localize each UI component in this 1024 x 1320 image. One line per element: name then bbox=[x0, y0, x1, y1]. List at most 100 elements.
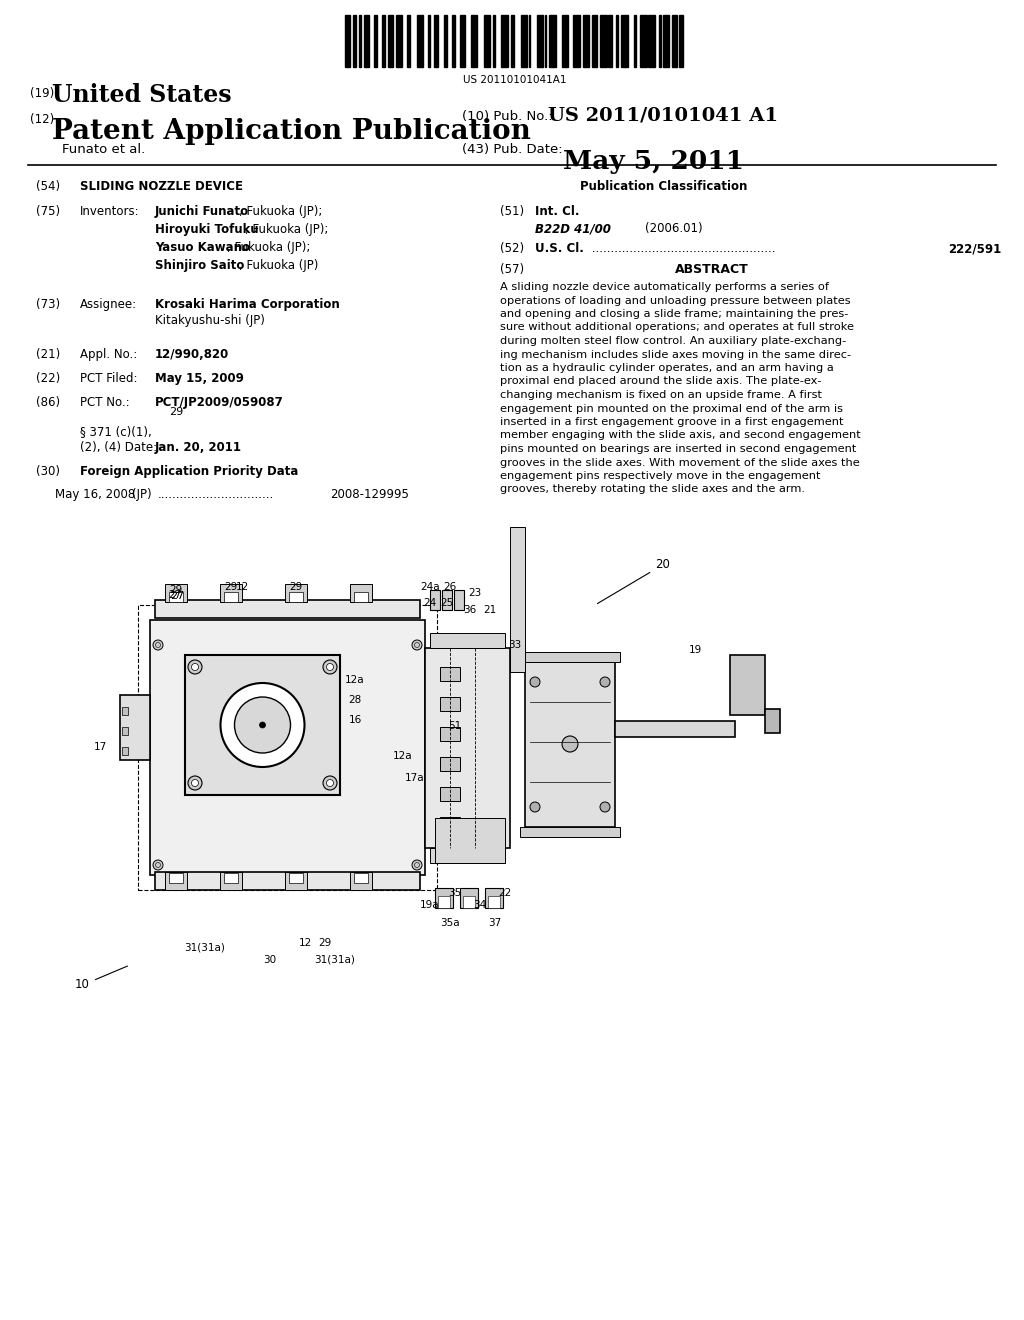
Text: United States: United States bbox=[52, 83, 231, 107]
Bar bbox=[165, 583, 187, 602]
Bar bbox=[485, 888, 503, 908]
Text: ing mechanism includes slide axes moving in the same direc-: ing mechanism includes slide axes moving… bbox=[500, 350, 851, 359]
Text: 28: 28 bbox=[348, 696, 361, 705]
Text: Publication Classification: Publication Classification bbox=[580, 180, 748, 193]
Bar bbox=[155, 873, 420, 890]
Text: (43) Pub. Date:: (43) Pub. Date: bbox=[462, 143, 562, 156]
Text: (19): (19) bbox=[30, 87, 54, 100]
Bar bbox=[545, 15, 546, 67]
Circle shape bbox=[530, 677, 540, 686]
Text: operations of loading and unloading pressure between plates: operations of loading and unloading pres… bbox=[500, 296, 851, 305]
Text: (54): (54) bbox=[36, 180, 60, 193]
Bar bbox=[382, 15, 385, 67]
Bar bbox=[520, 828, 620, 837]
Bar bbox=[435, 818, 505, 863]
Text: § 371 (c)(1),: § 371 (c)(1), bbox=[80, 425, 152, 438]
Bar bbox=[502, 15, 508, 67]
Bar bbox=[440, 697, 460, 711]
Circle shape bbox=[323, 776, 337, 789]
Text: (30): (30) bbox=[36, 465, 60, 478]
Circle shape bbox=[153, 640, 163, 649]
Text: 29: 29 bbox=[290, 582, 303, 591]
Text: Kitakyushu-shi (JP): Kitakyushu-shi (JP) bbox=[155, 314, 265, 327]
Text: Inventors:: Inventors: bbox=[80, 205, 139, 218]
Bar bbox=[765, 709, 780, 733]
Text: 23: 23 bbox=[468, 587, 481, 598]
Bar bbox=[155, 601, 420, 618]
Bar bbox=[440, 667, 460, 681]
Circle shape bbox=[153, 861, 163, 870]
Bar bbox=[185, 655, 340, 795]
Bar bbox=[520, 15, 527, 67]
Text: 19a: 19a bbox=[420, 900, 440, 909]
Text: Hiroyuki Tofuku: Hiroyuki Tofuku bbox=[155, 223, 259, 236]
Bar bbox=[430, 590, 440, 610]
Text: May 15, 2009: May 15, 2009 bbox=[155, 372, 244, 385]
Bar bbox=[285, 873, 307, 890]
Bar bbox=[350, 583, 372, 602]
Bar bbox=[488, 896, 500, 908]
Text: 35a: 35a bbox=[440, 917, 460, 928]
Bar bbox=[430, 847, 505, 863]
Bar bbox=[537, 15, 543, 67]
Text: during molten steel flow control. An auxiliary plate-exchang-: during molten steel flow control. An aux… bbox=[500, 337, 846, 346]
Bar bbox=[444, 15, 447, 67]
Text: (2006.01): (2006.01) bbox=[645, 222, 702, 235]
Text: 29: 29 bbox=[318, 939, 332, 948]
Text: 19: 19 bbox=[688, 645, 701, 655]
Text: 26: 26 bbox=[443, 582, 457, 591]
Text: 30: 30 bbox=[263, 954, 276, 965]
Text: , Fukuoka (JP);: , Fukuoka (JP); bbox=[227, 242, 310, 253]
Text: (JP): (JP) bbox=[132, 488, 152, 502]
Bar bbox=[440, 756, 460, 771]
Bar bbox=[440, 787, 460, 801]
Bar bbox=[440, 727, 460, 741]
Bar bbox=[510, 527, 525, 672]
Text: (75): (75) bbox=[36, 205, 60, 218]
Bar bbox=[463, 896, 475, 908]
Bar bbox=[289, 591, 303, 602]
Circle shape bbox=[323, 660, 337, 675]
Circle shape bbox=[327, 780, 334, 787]
Text: 24: 24 bbox=[423, 598, 436, 609]
Circle shape bbox=[188, 776, 202, 789]
Text: US 2011/0101041 A1: US 2011/0101041 A1 bbox=[548, 107, 778, 125]
Text: changing mechanism is fixed on an upside frame. A first: changing mechanism is fixed on an upside… bbox=[500, 389, 822, 400]
Bar bbox=[525, 663, 615, 828]
Bar bbox=[511, 15, 514, 67]
Bar bbox=[460, 15, 465, 67]
Text: , Fukuoka (JP);: , Fukuoka (JP); bbox=[245, 223, 329, 236]
Text: 12: 12 bbox=[298, 939, 311, 948]
Text: (21): (21) bbox=[36, 348, 60, 360]
Bar bbox=[640, 15, 647, 67]
Text: , Fukuoka (JP);: , Fukuoka (JP); bbox=[239, 205, 323, 218]
Text: Junichi Funato: Junichi Funato bbox=[155, 205, 249, 218]
Bar bbox=[573, 15, 580, 67]
Text: 31(31a): 31(31a) bbox=[184, 942, 225, 952]
Text: Patent Application Publication: Patent Application Publication bbox=[52, 117, 530, 145]
Text: ABSTRACT: ABSTRACT bbox=[675, 263, 749, 276]
Text: engagement pin mounted on the proximal end of the arm is: engagement pin mounted on the proximal e… bbox=[500, 404, 843, 413]
Bar bbox=[528, 15, 530, 67]
Circle shape bbox=[191, 664, 199, 671]
Text: 51: 51 bbox=[449, 721, 462, 731]
Bar bbox=[165, 873, 187, 890]
Bar bbox=[350, 873, 372, 890]
Bar bbox=[583, 15, 589, 67]
Bar bbox=[353, 15, 356, 67]
Circle shape bbox=[220, 682, 304, 767]
Bar bbox=[663, 15, 669, 67]
Text: 20: 20 bbox=[597, 558, 670, 603]
Text: ...............................: ............................... bbox=[158, 488, 274, 502]
Bar bbox=[138, 605, 437, 890]
Text: grooves, thereby rotating the slide axes and the arm.: grooves, thereby rotating the slide axes… bbox=[500, 484, 805, 495]
Circle shape bbox=[412, 861, 422, 870]
Text: and opening and closing a slide frame; maintaining the pres-: and opening and closing a slide frame; m… bbox=[500, 309, 848, 319]
Bar bbox=[634, 15, 636, 67]
Circle shape bbox=[234, 697, 291, 752]
Circle shape bbox=[600, 677, 610, 686]
Bar bbox=[122, 727, 128, 735]
Text: 2008-129995: 2008-129995 bbox=[330, 488, 409, 502]
Text: 33: 33 bbox=[508, 640, 521, 649]
Bar bbox=[494, 15, 495, 67]
